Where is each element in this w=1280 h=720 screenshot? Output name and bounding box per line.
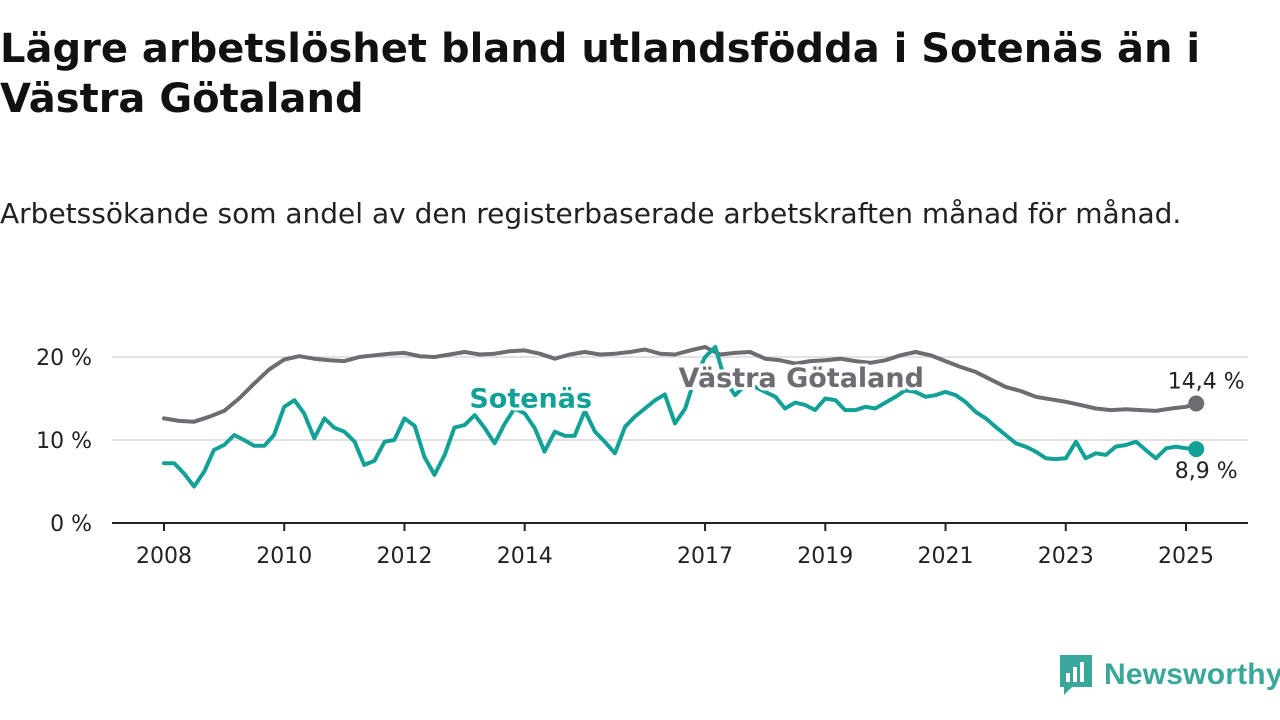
series-line-vastra-gotaland bbox=[162, 345, 1199, 424]
x-axis: 2008 2010 2012 2014 2017 2019 2021 2023 2025 bbox=[112, 522, 1248, 569]
x-tick-label: 2017 bbox=[677, 544, 733, 569]
chart-title: Lägre arbetslöshet bland utlandsfödda i … bbox=[0, 26, 1201, 122]
newsworthy-logo-icon bbox=[1060, 655, 1092, 695]
end-point bbox=[1188, 441, 1205, 458]
series-line-sotenas bbox=[162, 345, 1199, 489]
y-tick-label: 10 % bbox=[36, 429, 92, 454]
chart-subtitle: Arbetssökande som andel av den registerb… bbox=[0, 197, 1182, 230]
brand-name: Newsworthy bbox=[1104, 658, 1280, 691]
y-tick-label: 0 % bbox=[50, 512, 92, 537]
end-value-label: 14,4 % bbox=[1168, 369, 1245, 394]
x-tick-label: 2025 bbox=[1158, 544, 1214, 569]
series-name-label: Västra Götaland bbox=[679, 363, 924, 394]
line-chart: 0 % 10 % 20 % 2008 2010 2012 2014 2017 2019 2021… bbox=[36, 345, 1248, 569]
y-axis-ticks: 0 % 10 % 20 % bbox=[36, 346, 92, 537]
x-tick-label: 2023 bbox=[1038, 544, 1094, 569]
end-point bbox=[1188, 395, 1205, 412]
series-name-label: Sotenäs bbox=[469, 384, 592, 415]
newsworthy-logo: Newsworthy bbox=[1058, 652, 1280, 698]
x-tick-label: 2010 bbox=[256, 544, 312, 569]
x-tick-label: 2014 bbox=[497, 544, 553, 569]
x-tick-label: 2012 bbox=[376, 544, 432, 569]
series-lines bbox=[162, 345, 1205, 489]
x-tick-label: 2021 bbox=[918, 544, 974, 569]
end-value-label: 8,9 % bbox=[1175, 459, 1238, 484]
x-tick-label: 2008 bbox=[136, 544, 192, 569]
x-tick-label: 2019 bbox=[797, 544, 853, 569]
series-labels: 14,4 % 8,9 % Sotenäs Västra Götaland bbox=[466, 360, 1247, 487]
y-tick-label: 20 % bbox=[36, 346, 92, 371]
